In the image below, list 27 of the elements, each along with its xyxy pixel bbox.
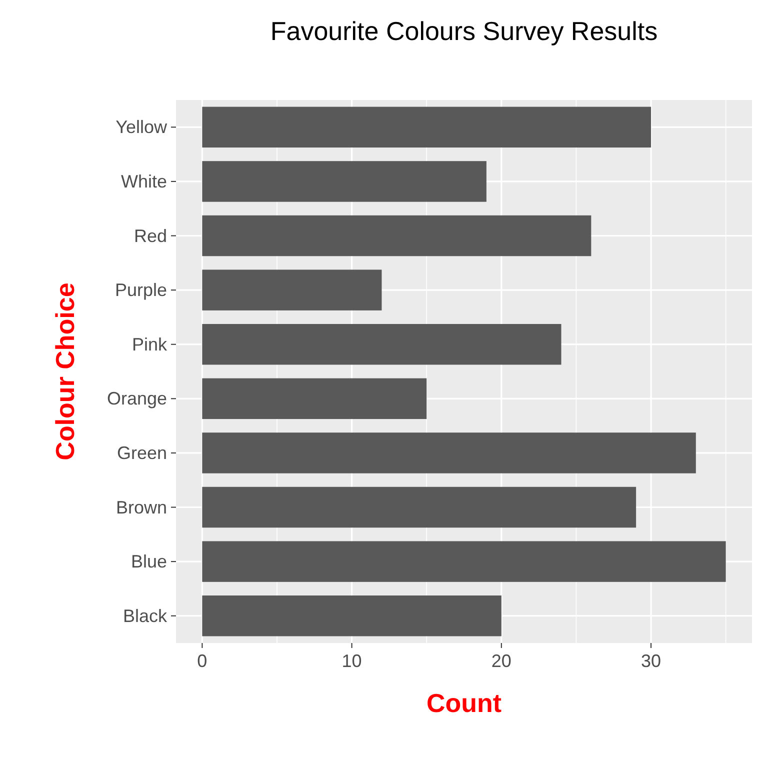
y-tick-label: Purple bbox=[114, 280, 167, 300]
y-tick-label: White bbox=[120, 171, 167, 192]
bar bbox=[202, 486, 636, 528]
y-tick-label: Pink bbox=[132, 334, 168, 354]
bar bbox=[202, 595, 502, 636]
bar bbox=[202, 106, 652, 148]
bar bbox=[202, 541, 726, 582]
chart-title: Favourite Colours Survey Results bbox=[270, 16, 658, 46]
y-tick-label: Yellow bbox=[116, 117, 168, 138]
y-tick-label: Brown bbox=[116, 497, 167, 518]
bar bbox=[202, 161, 486, 202]
x-axis-title: Count bbox=[426, 688, 502, 718]
x-tick-label: 20 bbox=[491, 651, 512, 671]
bar bbox=[202, 324, 562, 365]
y-tick-label: Red bbox=[134, 226, 167, 246]
bar bbox=[202, 378, 427, 420]
x-tick-label: 30 bbox=[640, 651, 662, 671]
y-axis-title: Colour Choice bbox=[50, 282, 80, 460]
bar bbox=[202, 215, 592, 256]
y-tick-label: Green bbox=[116, 442, 167, 463]
bar bbox=[202, 432, 696, 474]
y-tick-label: Black bbox=[122, 606, 168, 626]
bar bbox=[202, 270, 382, 310]
x-tick-label: 10 bbox=[342, 651, 362, 671]
y-tick-label: Orange bbox=[106, 388, 167, 409]
y-tick-label: Blue bbox=[130, 552, 167, 572]
x-tick-label: 0 bbox=[197, 651, 208, 671]
